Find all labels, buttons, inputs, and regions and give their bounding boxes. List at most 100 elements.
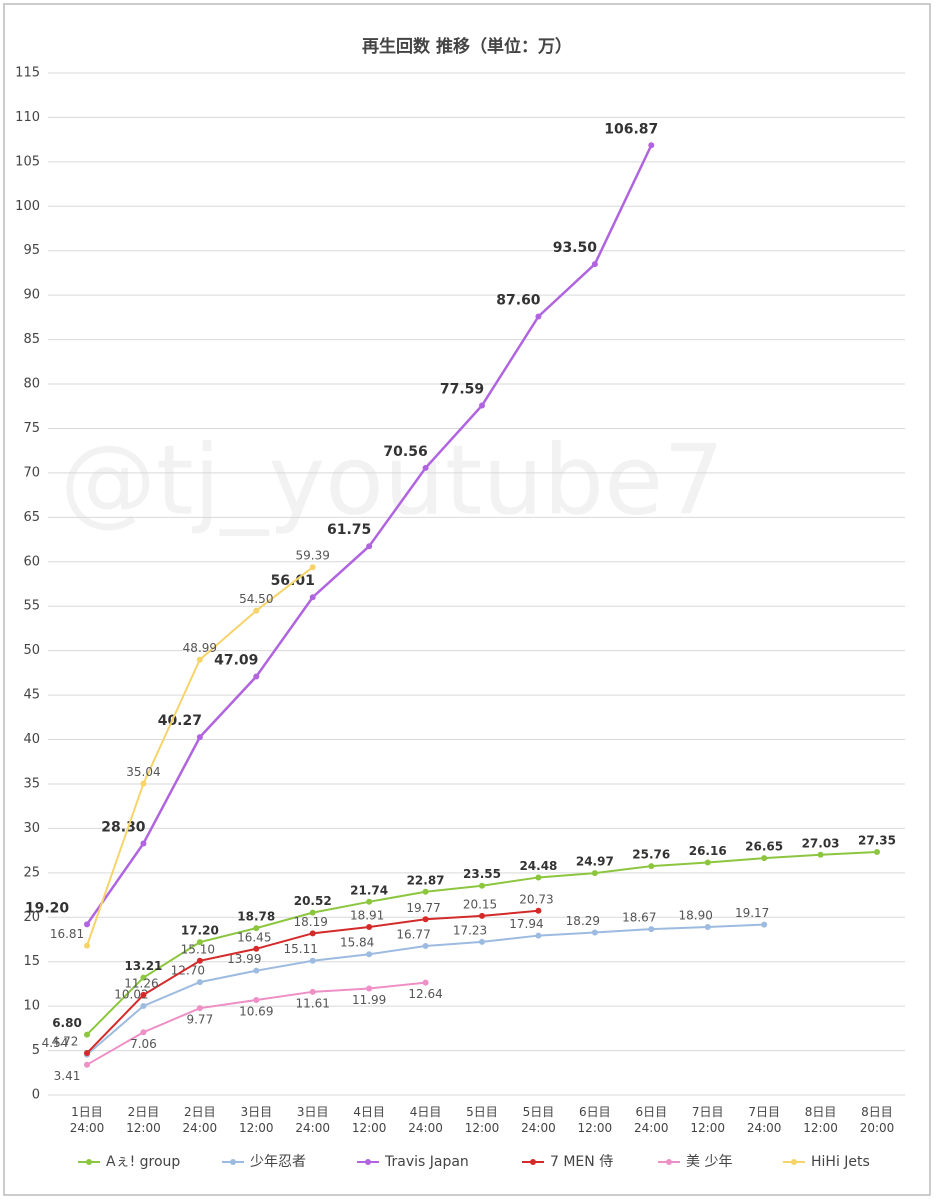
legend-marker [365, 1159, 371, 1165]
data-label: 17.23 [453, 923, 487, 937]
point [253, 607, 260, 614]
data-label: 11.61 [296, 996, 330, 1010]
y-tick-label: 0 [32, 1088, 40, 1103]
point [84, 1031, 90, 1038]
data-label: 28.30 [101, 819, 146, 835]
legend-label: 美 少年 [686, 1154, 732, 1170]
point [648, 863, 655, 870]
y-tick-label: 50 [23, 643, 40, 658]
y-tick-label: 65 [23, 510, 40, 525]
data-label: 17.94 [509, 917, 543, 931]
point [196, 1005, 203, 1012]
data-label: 20.52 [294, 894, 332, 908]
data-label: 19.20 [25, 900, 70, 916]
x-tick-label: 4日目 24:00 [408, 1105, 443, 1135]
y-tick-label: 15 [23, 954, 40, 969]
data-label: 35.04 [126, 765, 160, 779]
data-label: 19.77 [406, 901, 440, 915]
data-label: 11.26 [124, 976, 158, 990]
point [84, 1061, 90, 1068]
data-label: 24.97 [576, 855, 614, 869]
chart-title: 再生回数 推移（単位：万） [362, 36, 572, 57]
legend-label: Travis Japan [384, 1154, 469, 1170]
y-tick-label: 10 [23, 999, 40, 1014]
data-label: 27.03 [802, 836, 840, 850]
legend-label: HiHi Jets [811, 1154, 870, 1170]
x-tick-label: 4日目 12:00 [351, 1105, 387, 1135]
y-tick-label: 55 [23, 599, 40, 614]
y-tick-label: 5 [32, 1043, 40, 1058]
point [196, 979, 203, 986]
point [479, 882, 485, 889]
data-label: 18.78 [237, 910, 275, 924]
point [479, 912, 485, 919]
y-tick-label: 115 [15, 66, 40, 81]
data-label: 20.15 [463, 897, 497, 911]
data-label: 18.19 [294, 915, 328, 929]
data-label: 13.21 [124, 959, 162, 973]
point [196, 734, 203, 741]
point [366, 543, 373, 550]
y-tick-label: 40 [23, 732, 40, 747]
point [704, 859, 711, 866]
point [309, 909, 316, 916]
point [535, 874, 542, 881]
point [535, 907, 542, 914]
point [874, 848, 880, 855]
data-label: 23.55 [463, 867, 501, 881]
y-tick-label: 25 [23, 865, 40, 880]
point [309, 930, 316, 937]
data-label: 54.50 [239, 592, 273, 606]
data-label: 70.56 [383, 444, 427, 460]
x-tick-label: 8日目 20:00 [859, 1105, 895, 1135]
point [253, 967, 260, 974]
y-tick-label: 75 [23, 421, 40, 436]
point [761, 921, 768, 928]
point [309, 957, 316, 964]
data-label: 18.90 [679, 909, 713, 923]
y-tick-label: 30 [23, 821, 40, 836]
point [140, 1002, 147, 1009]
legend-marker [666, 1159, 672, 1165]
point [366, 951, 373, 958]
data-label: 48.99 [183, 641, 217, 655]
data-label: 77.59 [440, 381, 484, 397]
point [535, 313, 542, 320]
point [366, 985, 373, 992]
y-tick-label: 90 [23, 288, 40, 303]
point [422, 464, 429, 471]
point [84, 921, 90, 928]
watermark: @tj_youtube7 [60, 424, 724, 536]
x-tick-label: 6日目 24:00 [633, 1105, 669, 1135]
data-label: 16.81 [50, 927, 84, 941]
point [479, 402, 485, 409]
data-label: 3.41 [54, 1069, 81, 1083]
data-label: 87.60 [496, 293, 541, 309]
data-label: 20.73 [519, 892, 553, 906]
data-label: 15.11 [284, 942, 318, 956]
frame [3, 3, 931, 1196]
x-tick-label: 5日目 24:00 [521, 1105, 556, 1135]
data-label: 12.64 [408, 987, 442, 1001]
y-tick-label: 20 [23, 910, 40, 925]
data-label: 26.65 [745, 840, 783, 854]
data-label: 56.01 [271, 573, 315, 589]
point [84, 942, 90, 949]
data-label: 4.72 [52, 1035, 79, 1049]
point [648, 926, 655, 933]
point [196, 939, 203, 946]
point [196, 957, 203, 964]
y-tick-label: 95 [23, 243, 40, 258]
data-label: 11.99 [352, 993, 386, 1007]
y-tick-label: 60 [23, 554, 40, 569]
legend-label: Aぇ! group [106, 1154, 180, 1170]
data-label: 15.10 [181, 942, 215, 956]
data-label: 22.87 [407, 873, 445, 887]
legend-label: 少年忍者 [250, 1154, 306, 1170]
point [366, 898, 373, 905]
data-label: 26.16 [689, 844, 727, 858]
y-tick-label: 85 [23, 332, 40, 347]
point [253, 945, 260, 952]
x-tick-label: 1日目 24:00 [69, 1105, 105, 1135]
y-tick-label: 35 [23, 776, 40, 791]
